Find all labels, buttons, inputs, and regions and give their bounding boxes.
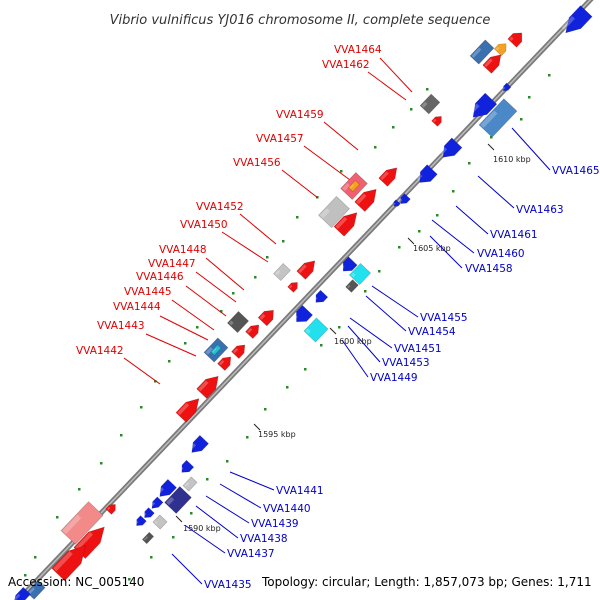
gene-feature[interactable]: [273, 263, 291, 281]
gene-feature[interactable]: [182, 476, 198, 492]
gene-feature[interactable]: [164, 486, 192, 514]
accession-text: Accession: NC_005140: [8, 575, 144, 589]
gene-feature[interactable]: [152, 514, 168, 530]
forward-strand-features: [26, 29, 526, 600]
gene-label[interactable]: VVA1463: [516, 204, 564, 216]
gc-content-dots: [24, 74, 551, 581]
gene-feature[interactable]: [415, 164, 438, 188]
gene-feature[interactable]: [26, 580, 46, 600]
gene-label[interactable]: VVA1439: [251, 518, 299, 530]
gene-feature[interactable]: [478, 98, 518, 138]
gene-feature[interactable]: [501, 82, 512, 93]
gene-feature[interactable]: [178, 459, 195, 476]
gene-label[interactable]: VVA1456: [233, 157, 281, 169]
gene-feature[interactable]: [142, 507, 155, 521]
gene-label[interactable]: VVA1465: [552, 165, 600, 177]
gene-label[interactable]: VVA1452: [196, 201, 244, 213]
gene-label[interactable]: VVA1455: [420, 312, 468, 324]
gene-feature[interactable]: [226, 310, 250, 334]
gene-feature[interactable]: [296, 257, 319, 280]
reverse-strand-features: [9, 5, 593, 600]
gene-feature[interactable]: [345, 279, 359, 293]
gene-label[interactable]: VVA1443: [97, 320, 145, 332]
gene-label[interactable]: VVA1461: [490, 229, 538, 241]
gene-label[interactable]: VVA1450: [180, 219, 228, 231]
gene-label[interactable]: VVA1444: [113, 301, 161, 313]
gene-label[interactable]: VVA1460: [477, 248, 525, 260]
gene-feature[interactable]: [105, 502, 119, 515]
gene-feature[interactable]: [469, 39, 495, 65]
gene-feature[interactable]: [392, 199, 401, 208]
gene-feature[interactable]: [339, 256, 358, 275]
tick-label: 1610 kbp: [493, 155, 531, 164]
topology-summary: Topology: circular; Length: 1,857,073 bp…: [261, 575, 592, 589]
gene-feature[interactable]: [347, 179, 361, 193]
gene-feature[interactable]: [291, 304, 314, 326]
gene-feature[interactable]: [287, 280, 301, 293]
gene-feature[interactable]: [9, 586, 31, 600]
gene-label[interactable]: VVA1457: [256, 133, 304, 145]
gene-feature[interactable]: [438, 137, 463, 162]
gene-feature[interactable]: [318, 195, 350, 229]
gene-feature[interactable]: [51, 539, 93, 582]
gene-feature[interactable]: [175, 394, 204, 423]
gene-feature[interactable]: [354, 184, 382, 212]
gene-label[interactable]: VVA1441: [276, 485, 324, 497]
gene-label[interactable]: VVA1442: [76, 345, 124, 357]
gene-label[interactable]: VVA1464: [334, 44, 382, 56]
gene-label[interactable]: VVA1462: [322, 59, 370, 71]
tick-label: 1590 kbp: [183, 524, 221, 533]
gene-feature[interactable]: [60, 501, 104, 545]
gene-label[interactable]: VVA1451: [394, 343, 442, 355]
map-title: Vibrio vulnificus YJ016 chromosome II, c…: [110, 13, 491, 28]
gene-label[interactable]: VVA1458: [465, 263, 513, 275]
gene-feature[interactable]: [217, 353, 235, 371]
gene-feature[interactable]: [378, 164, 401, 187]
gene-feature[interactable]: [231, 341, 249, 359]
gene-label[interactable]: VVA1454: [408, 326, 456, 338]
gene-label[interactable]: VVA1453: [382, 357, 430, 369]
gene-label[interactable]: VVA1435: [204, 579, 252, 591]
gene-label[interactable]: VVA1447: [148, 258, 196, 270]
gene-feature[interactable]: [245, 321, 263, 339]
gene-label[interactable]: VVA1440: [263, 503, 311, 515]
gene-feature[interactable]: [348, 262, 372, 286]
gene-feature[interactable]: [141, 531, 155, 545]
tick-label: 1595 kbp: [258, 430, 296, 439]
gene-feature[interactable]: [482, 51, 505, 74]
gene-feature[interactable]: [419, 93, 441, 115]
gene-feature[interactable]: [210, 344, 222, 356]
gene-feature[interactable]: [507, 29, 526, 48]
gene-feature[interactable]: [467, 92, 498, 123]
gene-feature[interactable]: [149, 496, 164, 511]
gene-label[interactable]: VVA1459: [276, 109, 324, 121]
gene-feature[interactable]: [431, 114, 445, 127]
gene-label[interactable]: VVA1437: [227, 548, 275, 560]
gene-label[interactable]: VVA1449: [370, 372, 418, 384]
gene-feature[interactable]: [303, 317, 329, 343]
gene-label[interactable]: VVA1446: [136, 271, 184, 283]
gene-feature[interactable]: [196, 371, 224, 399]
gene-feature[interactable]: [560, 5, 593, 39]
gene-feature[interactable]: [155, 478, 177, 500]
tick-marks: [175, 143, 495, 523]
reverse-label-leaders: [171, 127, 551, 585]
gene-feature[interactable]: [187, 434, 209, 456]
gene-feature[interactable]: [333, 208, 362, 237]
forward-label-leaders: [123, 57, 413, 385]
gene-feature[interactable]: [398, 193, 411, 207]
gene-label[interactable]: VVA1448: [159, 244, 207, 256]
gene-label[interactable]: VVA1438: [240, 533, 288, 545]
gene-label[interactable]: VVA1445: [124, 286, 172, 298]
gene-feature[interactable]: [134, 515, 147, 529]
gene-feature[interactable]: [312, 289, 329, 306]
gene-feature[interactable]: [493, 40, 510, 57]
tick-label: 1605 kbp: [413, 244, 451, 253]
gene-feature[interactable]: [257, 306, 278, 327]
genome-backbone: [18, 0, 594, 600]
tick-label: 1600 kbp: [334, 337, 372, 346]
